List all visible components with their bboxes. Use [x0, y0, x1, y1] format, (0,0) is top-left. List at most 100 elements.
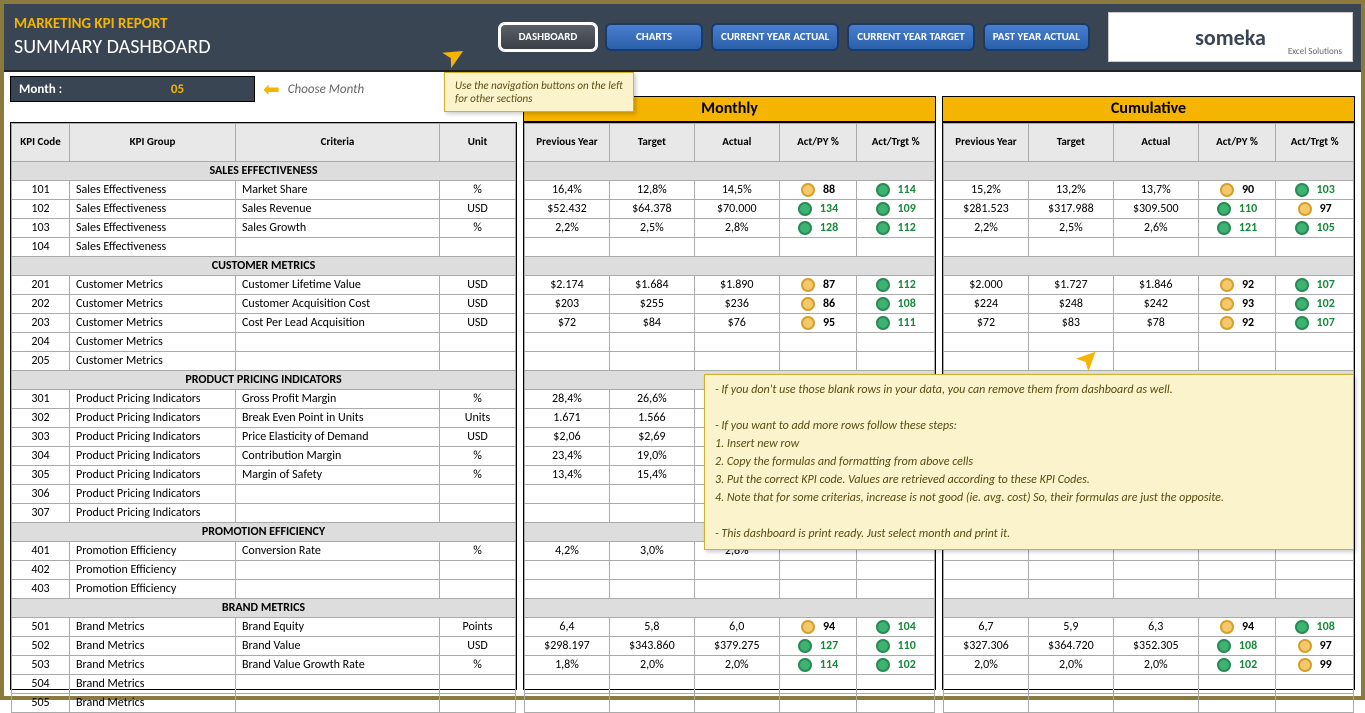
status-dot-icon	[876, 658, 890, 672]
kpi-meta-row[interactable]: 403Promotion Efficiency	[12, 580, 516, 599]
month-selector[interactable]: Month : 05	[10, 76, 255, 102]
kpi-target-cell: $255	[609, 295, 694, 314]
kpi-meta-row[interactable]: 501Brand MetricsBrand EquityPoints	[12, 618, 516, 637]
kpi-criteria-cell	[236, 694, 440, 713]
kpi-py-cell: 1.671	[525, 409, 610, 428]
status-dot-icon	[876, 221, 890, 235]
kpi-meta-row[interactable]: 203Customer MetricsCost Per Lead Acquisi…	[12, 314, 516, 333]
status-dot-icon	[801, 620, 815, 634]
kpi-code-cell: 302	[12, 409, 70, 428]
kpi-meta-row[interactable]: 204Customer Metrics	[12, 333, 516, 352]
kpi-indicator-cell: 111	[857, 314, 935, 333]
kpi-group-cell: Brand Metrics	[70, 618, 236, 637]
kpi-meta-row[interactable]: 303Product Pricing IndicatorsPrice Elast…	[12, 428, 516, 447]
kpi-meta-row[interactable]: 101Sales EffectivenessMarket Share%	[12, 181, 516, 200]
kpi-meta-row[interactable]: 305Product Pricing IndicatorsMargin of S…	[12, 466, 516, 485]
status-dot-icon	[876, 183, 890, 197]
kpi-meta-row[interactable]: 503Brand MetricsBrand Value Growth Rate%	[12, 656, 516, 675]
kpi-py-cell: $327.306	[944, 637, 1029, 656]
nav-charts-button[interactable]: CHARTS	[605, 23, 703, 51]
kpi-criteria-cell	[236, 485, 440, 504]
kpi-unit-cell	[440, 485, 516, 504]
kpi-monthly-row: $72$84$7695111	[525, 314, 935, 333]
kpi-indicator-cell: 134	[779, 200, 857, 219]
kpi-indicator-cell: 103	[1276, 181, 1354, 200]
kpi-meta-row[interactable]: 505Brand Metrics	[12, 694, 516, 713]
kpi-indicator-cell: 104	[857, 618, 935, 637]
kpi-meta-row[interactable]: 103Sales EffectivenessSales Growth%	[12, 219, 516, 238]
kpi-meta-row[interactable]: 205Customer Metrics	[12, 352, 516, 371]
status-dot-icon	[798, 221, 812, 235]
kpi-code-cell: 501	[12, 618, 70, 637]
kpi-meta-row[interactable]: 302Product Pricing IndicatorsBreak Even …	[12, 409, 516, 428]
kpi-meta-row[interactable]: 306Product Pricing Indicators	[12, 485, 516, 504]
kpi-meta-row[interactable]: 104Sales Effectiveness	[12, 238, 516, 257]
kpi-indicator-cell: 109	[857, 200, 935, 219]
kpi-target-cell: $317.988	[1028, 200, 1113, 219]
kpi-monthly-row: 1,8%2,0%2,0%114102	[525, 656, 935, 675]
nav-dashboard-button[interactable]: DASHBOARD	[499, 23, 597, 51]
nav-cy-target-button[interactable]: CURRENT YEAR TARGET	[847, 23, 974, 51]
kpi-monthly-row	[525, 352, 935, 371]
kpi-actual-cell: $309.500	[1113, 200, 1198, 219]
kpi-group-cell: Product Pricing Indicators	[70, 428, 236, 447]
status-dot-icon	[876, 639, 890, 653]
kpi-actual-cell: 13,7%	[1113, 181, 1198, 200]
kpi-meta-row[interactable]: 102Sales EffectivenessSales RevenueUSD	[12, 200, 516, 219]
kpi-target-cell: 2,5%	[1028, 219, 1113, 238]
kpi-group-cell: Product Pricing Indicators	[70, 409, 236, 428]
kpi-cumulative-row	[944, 675, 1354, 694]
status-dot-icon	[1217, 658, 1231, 672]
kpi-meta-row[interactable]: 307Product Pricing Indicators	[12, 504, 516, 523]
kpi-group-cell: Product Pricing Indicators	[70, 447, 236, 466]
kpi-unit-cell: USD	[440, 314, 516, 333]
kpi-target-cell: $83	[1028, 314, 1113, 333]
kpi-actual-cell: 2,0%	[1113, 656, 1198, 675]
kpi-criteria-cell: Brand Equity	[236, 618, 440, 637]
kpi-target-cell: 2,5%	[609, 219, 694, 238]
kpi-criteria-cell: Market Share	[236, 181, 440, 200]
kpi-criteria-cell	[236, 675, 440, 694]
kpi-monthly-row	[525, 694, 935, 713]
kpi-unit-cell: Points	[440, 618, 516, 637]
kpi-unit-cell	[440, 238, 516, 257]
kpi-meta-row[interactable]: 301Product Pricing IndicatorsGross Profi…	[12, 390, 516, 409]
kpi-monthly-row: 6,45,86,094104	[525, 618, 935, 637]
kpi-unit-cell: %	[440, 542, 516, 561]
kpi-meta-row[interactable]: 402Promotion Efficiency	[12, 561, 516, 580]
nav-py-actual-button[interactable]: PAST YEAR ACTUAL	[983, 23, 1090, 51]
kpi-group-cell: Product Pricing Indicators	[70, 466, 236, 485]
kpi-code-cell: 303	[12, 428, 70, 447]
col-py-monthly: Previous Year	[525, 124, 610, 162]
kpi-meta-row[interactable]: 304Product Pricing IndicatorsContributio…	[12, 447, 516, 466]
kpi-actual-cell: $76	[694, 314, 779, 333]
kpi-unit-cell: %	[440, 390, 516, 409]
kpi-target-cell: $84	[609, 314, 694, 333]
kpi-meta-row[interactable]: 504Brand Metrics	[12, 675, 516, 694]
kpi-meta-row[interactable]: 201Customer MetricsCustomer Lifetime Val…	[12, 276, 516, 295]
status-dot-icon	[1298, 639, 1312, 653]
kpi-cumulative-row: $72$83$7892107	[944, 314, 1354, 333]
kpi-criteria-cell	[236, 580, 440, 599]
kpi-py-cell: $224	[944, 295, 1029, 314]
kpi-py-cell: 2,2%	[944, 219, 1029, 238]
kpi-actual-cell: $242	[1113, 295, 1198, 314]
kpi-target-cell: $364.720	[1028, 637, 1113, 656]
kpi-code-cell: 201	[12, 276, 70, 295]
status-dot-icon	[1220, 278, 1234, 292]
kpi-meta-row[interactable]: 502Brand MetricsBrand ValueUSD	[12, 637, 516, 656]
kpi-indicator-cell: 88	[779, 181, 857, 200]
kpi-indicator-cell: 97	[1276, 200, 1354, 219]
kpi-target-cell: 1.566	[609, 409, 694, 428]
kpi-meta-row[interactable]: 202Customer MetricsCustomer Acquisition …	[12, 295, 516, 314]
kpi-criteria-cell: Customer Acquisition Cost	[236, 295, 440, 314]
nav-cy-actual-button[interactable]: CURRENT YEAR ACTUAL	[711, 23, 839, 51]
kpi-code-cell: 503	[12, 656, 70, 675]
kpi-criteria-cell	[236, 352, 440, 371]
kpi-meta-row[interactable]: 401Promotion EfficiencyConversion Rate%	[12, 542, 516, 561]
report-title: MARKETING KPI REPORT	[14, 15, 239, 33]
kpi-unit-cell: USD	[440, 295, 516, 314]
kpi-actual-cell: $236	[694, 295, 779, 314]
kpi-indicator-cell: 114	[857, 181, 935, 200]
kpi-indicator-cell: 94	[1198, 618, 1276, 637]
